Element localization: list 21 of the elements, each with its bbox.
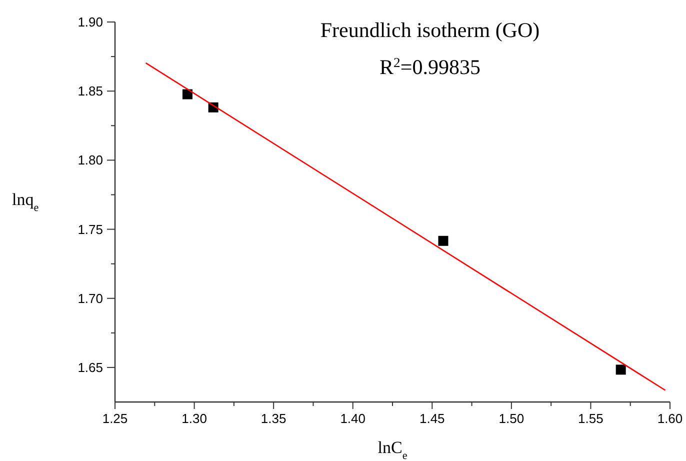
y-tick-label: 1.90: [78, 14, 103, 30]
x-tick-label: 1.50: [498, 411, 524, 426]
y-tick-label: 1.70: [78, 290, 103, 306]
y-tick-label: 1.65: [78, 360, 103, 376]
x-tick-label: 1.60: [657, 411, 683, 426]
annotation: Freundlich isotherm (GO): [320, 18, 540, 42]
x-tick-label: 1.30: [182, 411, 207, 426]
point: [616, 364, 626, 375]
x-tick-label: 1.55: [578, 411, 604, 426]
annotation: R$^{2}$=0.99835: [380, 54, 480, 79]
y-tick-label: 1.80: [78, 152, 103, 168]
point: [182, 89, 192, 100]
y-tick-label: 1.75: [78, 222, 103, 237]
x-tick-label: 1.35: [260, 411, 286, 426]
point: [438, 236, 448, 246]
y-axis-title: lnq$_{e}$: [12, 190, 39, 214]
x-axis-title: lnC$_{e}$: [378, 438, 408, 461]
x-tick-label: 1.45: [419, 411, 445, 426]
y-tick-label: 1.85: [78, 84, 103, 99]
x-tick-label: 1.40: [340, 411, 366, 426]
x-tick-label: 1.25: [102, 411, 128, 426]
